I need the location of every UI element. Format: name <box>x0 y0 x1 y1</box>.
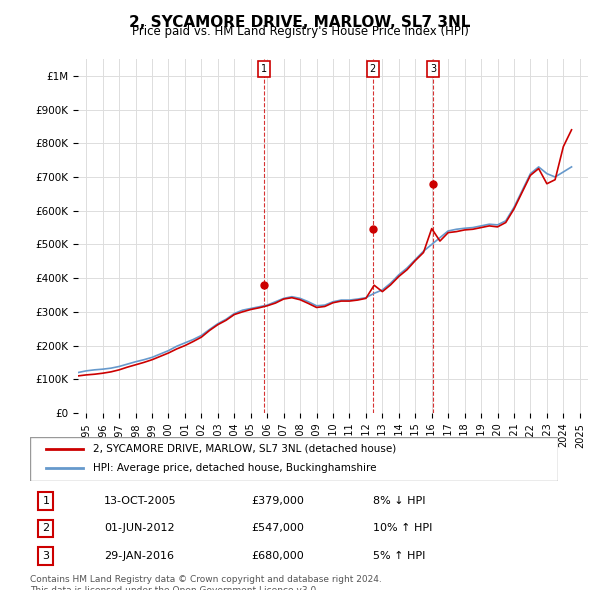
Text: 2: 2 <box>42 523 49 533</box>
Text: 2, SYCAMORE DRIVE, MARLOW, SL7 3NL: 2, SYCAMORE DRIVE, MARLOW, SL7 3NL <box>130 15 470 30</box>
Text: 5% ↑ HPI: 5% ↑ HPI <box>373 551 425 561</box>
Text: 2, SYCAMORE DRIVE, MARLOW, SL7 3NL (detached house): 2, SYCAMORE DRIVE, MARLOW, SL7 3NL (deta… <box>94 444 397 454</box>
Text: Price paid vs. HM Land Registry's House Price Index (HPI): Price paid vs. HM Land Registry's House … <box>131 25 469 38</box>
Text: 1: 1 <box>260 64 267 74</box>
Text: 3: 3 <box>43 551 49 561</box>
Text: 3: 3 <box>430 64 436 74</box>
Text: 1: 1 <box>43 496 49 506</box>
Text: £680,000: £680,000 <box>252 551 305 561</box>
Text: 2: 2 <box>370 64 376 74</box>
Text: 01-JUN-2012: 01-JUN-2012 <box>104 523 175 533</box>
Text: £379,000: £379,000 <box>252 496 305 506</box>
Text: 10% ↑ HPI: 10% ↑ HPI <box>373 523 433 533</box>
Text: 29-JAN-2016: 29-JAN-2016 <box>104 551 174 561</box>
Text: 8% ↓ HPI: 8% ↓ HPI <box>373 496 426 506</box>
Text: Contains HM Land Registry data © Crown copyright and database right 2024.
This d: Contains HM Land Registry data © Crown c… <box>30 575 382 590</box>
Text: HPI: Average price, detached house, Buckinghamshire: HPI: Average price, detached house, Buck… <box>94 464 377 473</box>
Text: 13-OCT-2005: 13-OCT-2005 <box>104 496 176 506</box>
Text: £547,000: £547,000 <box>252 523 305 533</box>
